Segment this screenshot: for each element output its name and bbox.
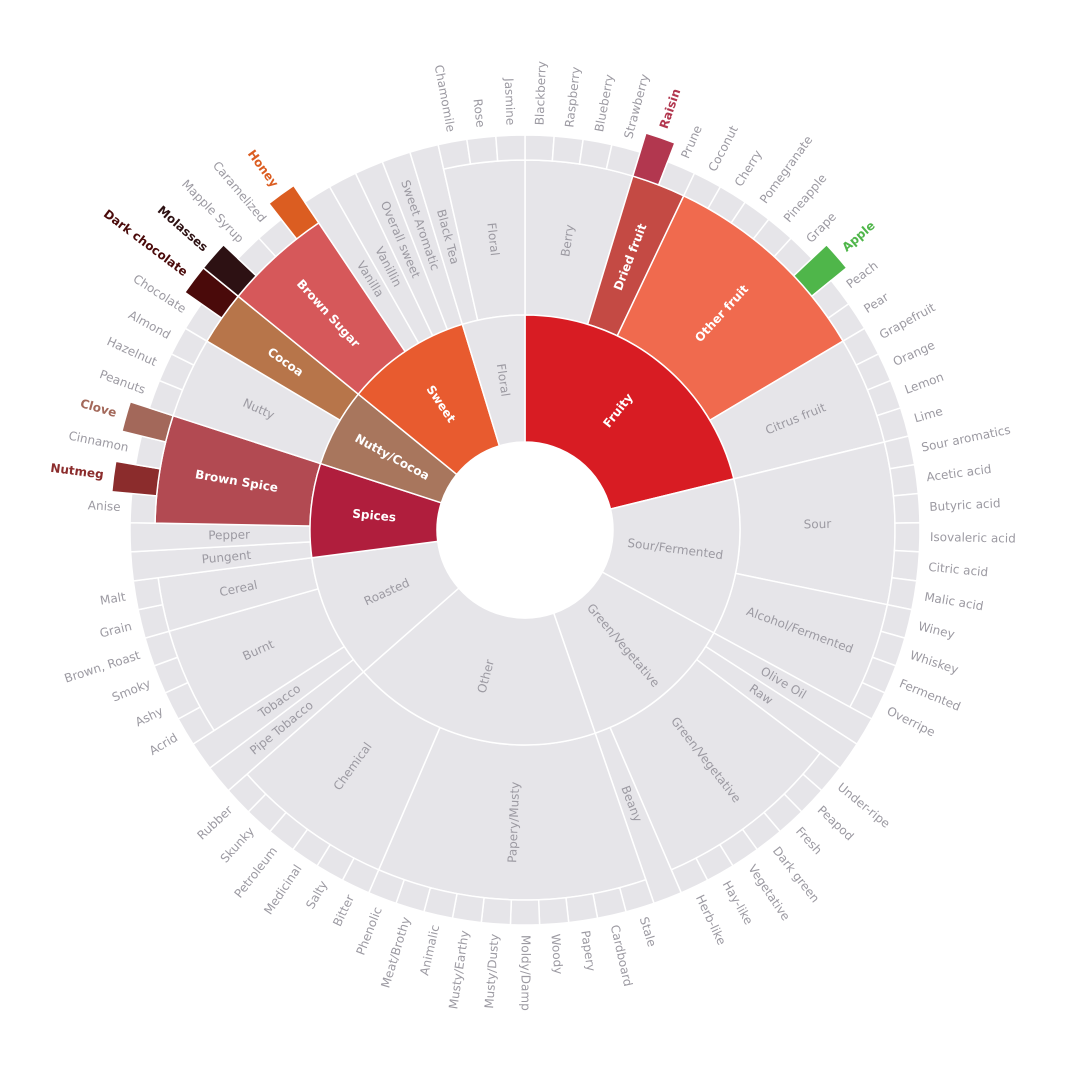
leaf-label-medicinal: Medicinal (261, 862, 304, 917)
segment-floral (461, 314, 526, 447)
label-papery-musty: Papery/Musty (505, 781, 522, 863)
leaf-label-strawberry: Strawberry (621, 73, 651, 141)
label-floral: Floral (494, 363, 513, 398)
leaf-label-prune: Prune (678, 123, 705, 160)
leaf-label-grapefruit: Grapefruit (877, 300, 938, 342)
leaf-label-citric-acid: Citric acid (928, 560, 989, 579)
leaf-butyric-acid (892, 492, 921, 524)
leaf-label-stale: Stale (637, 915, 659, 948)
leaf-label-ashy: Ashy (133, 704, 165, 730)
leaf-jasmine (495, 134, 526, 162)
leaf-label-hay-like: Hay-like (720, 878, 756, 927)
leaf-label-musty-dusty: Musty/Dusty (482, 933, 501, 1009)
leaf-label-grain: Grain (98, 619, 133, 640)
leaf-label-woody: Woody (548, 933, 565, 975)
leaf-label-raisin: Raisin (657, 87, 684, 131)
leaf-chamomile (437, 138, 472, 170)
leaf-cardboard (592, 886, 627, 920)
leaf-label-bitter: Bitter (330, 893, 357, 929)
leaf-label-rose: Rose (471, 98, 488, 128)
leaf-label-peapod: Peapod (815, 803, 857, 843)
leaf-sour-aromatics (883, 435, 916, 470)
leaf-label-nutmeg: Nutmeg (50, 461, 105, 482)
leaf-label-fermented: Fermented (897, 676, 962, 713)
leaf-label-lime: Lime (912, 404, 944, 425)
leaf-label-hazelnut: Hazelnut (105, 334, 160, 369)
leaf-label-isovaleric-acid: Isovaleric acid (930, 530, 1016, 546)
leaf-musty-earthy (451, 892, 485, 924)
segment-other (362, 587, 597, 746)
segment-green-vegetative (552, 571, 715, 735)
leaf-label-malic-acid: Malic acid (923, 590, 984, 614)
leaf-blackberry (524, 134, 555, 162)
leaf-label-peanuts: Peanuts (98, 367, 148, 397)
leaf-label-blueberry: Blueberry (592, 73, 616, 133)
leaf-label-peach: Peach (844, 258, 881, 291)
leaf-label-pear: Pear (861, 290, 891, 316)
leaf-label-apple: Apple (839, 218, 877, 254)
leaf-label-malt: Malt (99, 590, 127, 608)
leaf-label-moldy-damp: Moldy/Damp (519, 935, 533, 1011)
leaf-citric-acid (891, 549, 921, 582)
leaf-label-salty: Salty (303, 878, 330, 911)
leaf-label-lemon: Lemon (903, 370, 946, 397)
leaf-label-whiskey: Whiskey (908, 648, 960, 677)
sunburst-segments (110, 132, 921, 926)
leaf-label-coconut: Coconut (706, 123, 741, 174)
leaf-label-overripe: Overripe (885, 704, 938, 740)
label-pepper: Pepper (208, 528, 250, 543)
leaf-label-grape: Grape (803, 210, 839, 246)
leaf-label-clove: Clove (79, 396, 119, 420)
leaf-label-chamomile: Chamomile (432, 64, 458, 134)
leaf-label-brown-roast: Brown, Roast (63, 648, 142, 686)
leaf-woody (537, 896, 570, 926)
leaf-label-animalic: Animalic (417, 923, 442, 976)
leaf-malt (132, 576, 164, 611)
leaf-label-sour-aromatics: Sour aromatics (920, 423, 1012, 455)
label-spices: Spices (352, 507, 397, 525)
leaf-label-anise: Anise (88, 498, 122, 514)
leaf-label-cardboard: Cardboard (608, 923, 635, 987)
leaf-label-cinnamon: Cinnamon (67, 429, 129, 455)
leaf-isovaleric-acid (893, 521, 921, 553)
leaf-label-raspberry: Raspberry (562, 66, 583, 128)
leaf-acetic-acid (889, 463, 920, 497)
leaf-label-herb-like: Herb-like (693, 893, 729, 948)
leaf-label-meat-brothy: Meat/Brothy (378, 915, 413, 989)
leaf-label-blackberry: Blackberry (532, 61, 548, 126)
segment-sour-fermented (601, 477, 741, 634)
leaf-label-cherry: Cherry (732, 148, 765, 189)
leaf-anise (129, 492, 158, 524)
leaf-label-winey: Winey (917, 619, 956, 641)
label-pungent: Pungent (201, 548, 252, 567)
label-sour: Sour (804, 517, 832, 532)
leaf-label-butyric-acid: Butyric acid (929, 496, 1001, 514)
leaf-label-chocolate: Chocolate (131, 272, 189, 316)
leaf-label-musty-earthy: Musty/Earthy (446, 929, 472, 1010)
label-berry: Berry (558, 224, 577, 258)
leaf-label-rubber: Rubber (194, 803, 235, 843)
leaf-label-smoky: Smoky (110, 676, 153, 704)
leaf-label-acetic-acid: Acetic acid (926, 462, 993, 484)
leaf-label-fresh: Fresh (793, 824, 825, 857)
leaf-label-skunky: Skunky (218, 824, 257, 865)
leaf-raspberry (551, 135, 585, 165)
leaf-label-phenolic: Phenolic (353, 905, 384, 957)
segment-fruity (524, 314, 735, 510)
leaf-label-honey: Honey (245, 147, 282, 190)
leaf-papery (565, 892, 599, 924)
leaf-label-almond: Almond (126, 308, 173, 342)
leaf-label-jasmine: Jasmine (502, 77, 518, 126)
leaf-rose (465, 135, 499, 165)
leaf-label-orange: Orange (891, 338, 937, 369)
leaf-label-papery: Papery (578, 929, 598, 972)
leaf-moldy-damp (509, 898, 541, 926)
leaf-label-acrid: Acrid (147, 730, 180, 758)
label-floral: Floral (484, 222, 502, 257)
leaf-musty-dusty (480, 896, 513, 926)
